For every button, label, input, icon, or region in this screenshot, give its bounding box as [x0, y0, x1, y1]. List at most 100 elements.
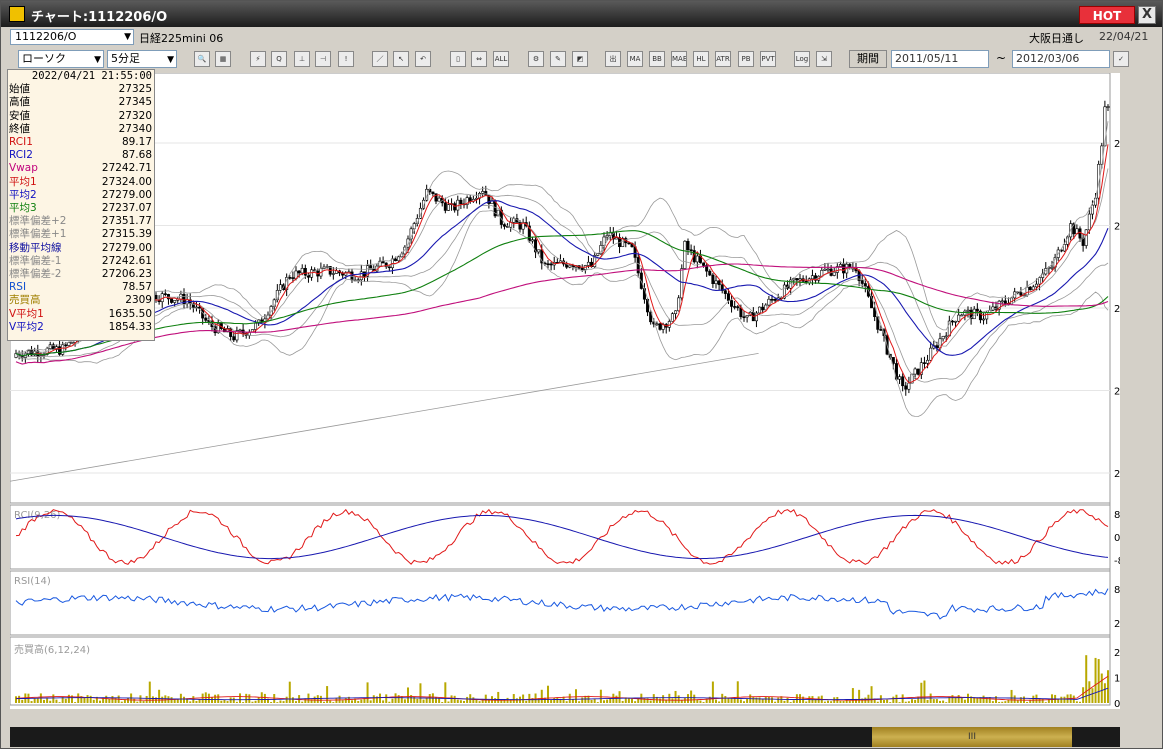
volume-bar	[627, 698, 630, 703]
candle-body	[182, 293, 186, 305]
volume-bar	[771, 697, 773, 703]
volume-bar	[1004, 701, 1007, 703]
candle-body	[922, 362, 926, 364]
chevron-down-icon[interactable]: ▼	[124, 32, 131, 42]
candle-body	[465, 197, 469, 205]
mae-icon[interactable]: MAE	[671, 51, 687, 67]
ma-icon[interactable]: MA	[627, 51, 643, 67]
horizontal-scrollbar[interactable]: III	[10, 727, 1120, 747]
volume-bar	[447, 701, 450, 703]
info-rows: 始値 27325 高値 27345 安値 27320 終値 27340 RCI1 89.17 RCI…	[8, 83, 154, 334]
volume-bar	[777, 697, 780, 703]
volume-bar	[382, 700, 385, 703]
undo-icon[interactable]: ↶	[415, 51, 431, 67]
volume-bar	[201, 693, 204, 703]
chevron-down-icon[interactable]: ▼	[167, 55, 174, 65]
candle-body	[773, 298, 777, 301]
scrollbar-thumb[interactable]: III	[872, 727, 1072, 747]
magnify-icon[interactable]: Q	[271, 51, 287, 67]
volume-bar	[189, 701, 192, 703]
export-icon[interactable]: ⇲	[816, 51, 832, 67]
log-icon[interactable]: Log	[794, 51, 810, 67]
chevron-down-icon[interactable]: ▼	[94, 55, 101, 65]
volume-bar	[858, 689, 861, 703]
candle-body	[935, 345, 939, 349]
bb-icon[interactable]: BB	[649, 51, 665, 67]
volume-bar	[898, 702, 901, 703]
volume-bar	[668, 693, 671, 703]
info-label: 始値	[9, 83, 30, 96]
candle-body	[397, 256, 401, 262]
date-to-field[interactable]: 2012/03/06	[1012, 50, 1110, 68]
volume-bar	[979, 697, 982, 703]
volume-bar	[301, 701, 304, 703]
volume-bar	[36, 698, 39, 703]
hot-button[interactable]: HOT	[1079, 6, 1135, 24]
candle-body	[1072, 223, 1076, 235]
volume-bar	[388, 701, 391, 703]
volume-bar	[861, 698, 864, 703]
period-button[interactable]: 期間	[849, 50, 887, 68]
settings-icon[interactable]: ⚙	[528, 51, 544, 67]
compare-icon[interactable]: ⊣	[315, 51, 331, 67]
tools-icon[interactable]: ✎	[550, 51, 566, 67]
pb-icon[interactable]: PB	[738, 51, 754, 67]
candle-body	[767, 298, 771, 306]
pvt-icon[interactable]: PVT	[760, 51, 776, 67]
candle-body	[901, 376, 905, 387]
layout-icon[interactable]: ▦	[215, 51, 231, 67]
split-icon[interactable]: ⇔	[471, 51, 487, 67]
chart-type-select[interactable]: ローソク ▼	[18, 50, 104, 68]
chart-area[interactable]: 27400 27300 27200 27100 27000 80.00 0.00 -80.00…	[10, 73, 1120, 709]
volume-bar	[873, 698, 876, 703]
volume-icon[interactable]: 出	[605, 51, 621, 67]
candle-body	[530, 239, 534, 242]
bollinger-upper1	[16, 168, 1109, 355]
close-button[interactable]: X	[1138, 6, 1156, 24]
price-tick-label: 27000	[1114, 469, 1120, 480]
candle-body	[412, 223, 416, 230]
candle-body	[972, 308, 976, 320]
symbol-input[interactable]: 1112206/O ▼	[10, 29, 134, 45]
volume-bar	[948, 696, 951, 703]
alert-icon[interactable]: !	[338, 51, 354, 67]
date-from-field[interactable]: 2011/05/11	[891, 50, 989, 68]
all-icon[interactable]: ALL	[493, 51, 509, 67]
volume-bar	[935, 699, 938, 703]
chart-svg: 27400 27300 27200 27100 27000 80.00 0.00 -80.00…	[10, 73, 1120, 709]
info-row: V平均2 1854.33	[8, 321, 154, 334]
volume-bar	[304, 698, 307, 703]
volume-ma1-line	[15, 675, 1109, 701]
apply-checkbox[interactable]: ✓	[1113, 51, 1129, 67]
volume-bar	[1026, 701, 1029, 703]
volume-bar	[450, 695, 453, 703]
draw-line-icon[interactable]: ／	[372, 51, 388, 67]
volume-bar	[1010, 689, 1013, 703]
candle-body	[400, 253, 404, 258]
candle-body	[730, 300, 734, 307]
hl-icon[interactable]: HL	[693, 51, 709, 67]
volume-bar	[1029, 699, 1032, 703]
info-label: 平均3	[9, 202, 37, 215]
volume-bar	[136, 701, 139, 703]
volume-bar	[799, 694, 801, 703]
candle-body	[754, 312, 758, 322]
volume-bar	[693, 694, 696, 703]
volume-bar	[466, 696, 469, 703]
volume-bar	[295, 701, 297, 703]
atr-icon[interactable]: ATR	[715, 51, 731, 67]
volume-bar	[982, 695, 985, 703]
interval-select[interactable]: 5分足 ▼	[107, 50, 177, 68]
candle-body	[680, 268, 684, 299]
volume-bar	[662, 695, 665, 703]
color-icon[interactable]: ◩	[572, 51, 588, 67]
volume-bar	[481, 699, 484, 703]
volume-bar	[590, 699, 593, 703]
cursor-icon[interactable]: ↖	[393, 51, 409, 67]
candle-icon[interactable]: ▯	[450, 51, 466, 67]
candle-body	[226, 328, 230, 333]
trend-tool-icon[interactable]: ⚡	[250, 51, 266, 67]
volume-bar	[198, 699, 201, 703]
bar-tool-icon[interactable]: ⊥	[294, 51, 310, 67]
zoom-icon[interactable]: 🔍	[194, 51, 210, 67]
